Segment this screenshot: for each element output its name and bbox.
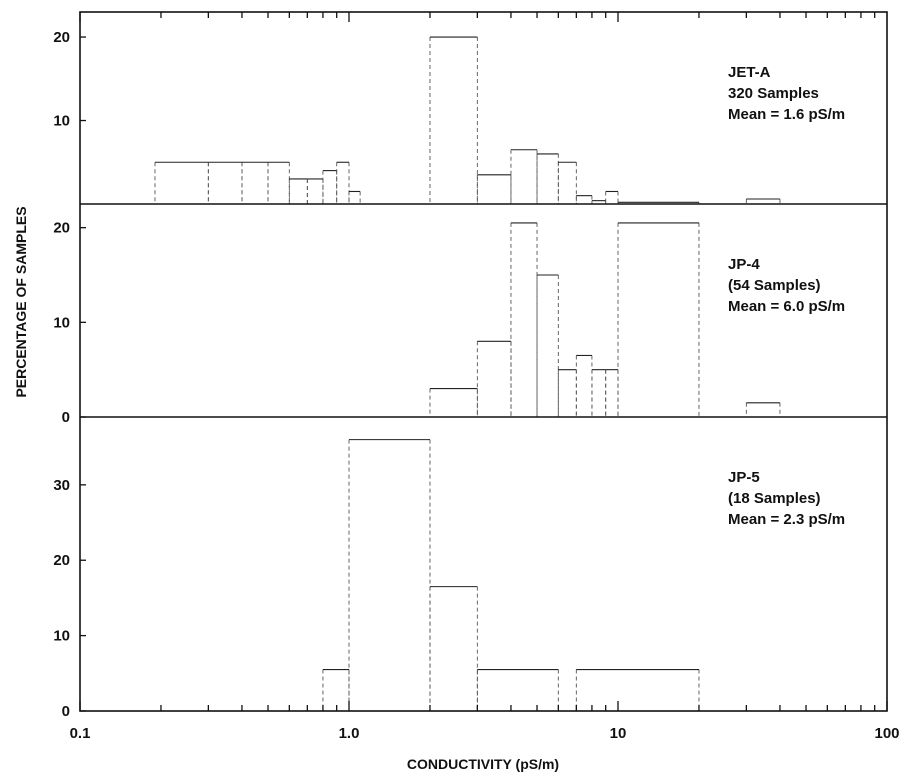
y-tick-label: 0 [62, 409, 70, 426]
x-tick-label: 10 [610, 725, 627, 742]
y-tick-label: 10 [53, 314, 70, 331]
jp-5-annotation-line: Mean = 2.3 pS/m [728, 511, 845, 528]
jp-4-annotation-line: JP-4 [728, 256, 760, 273]
y-tick-label: 20 [53, 220, 70, 237]
jet-a-annotation-line: 320 Samples [728, 85, 819, 102]
x-tick-label: 0.1 [70, 725, 91, 742]
y-tick-label: 20 [53, 29, 70, 46]
y-tick-label: 20 [53, 552, 70, 569]
y-axis-title: PERCENTAGE OF SAMPLES [13, 206, 29, 397]
y-tick-label: 10 [53, 113, 70, 130]
y-tick-label: 0 [62, 703, 70, 720]
chart-marks: 10 20 JET-A 320 Samples Mean = 1.6 pS/m 0 10 20… [53, 12, 900, 742]
jet-a-annotation-line: Mean = 1.6 pS/m [728, 106, 845, 123]
plot-frame [79, 11, 888, 712]
x-axis-title: CONDUCTIVITY (pS/m) [407, 756, 559, 772]
y-tick-label: 10 [53, 628, 70, 645]
jp-4-annotation-line: (54 Samples) [728, 277, 821, 294]
jp-5-annotation-line: (18 Samples) [728, 490, 821, 507]
x-tick-label: 1.0 [339, 725, 360, 742]
jp-4-annotation-line: Mean = 6.0 pS/m [728, 298, 845, 315]
x-tick-label: 100 [874, 725, 899, 742]
jet-a-annotation-line: JET-A [728, 64, 771, 81]
jp-5-annotation-line: JP-5 [728, 469, 760, 486]
y-tick-label: 30 [53, 477, 70, 494]
